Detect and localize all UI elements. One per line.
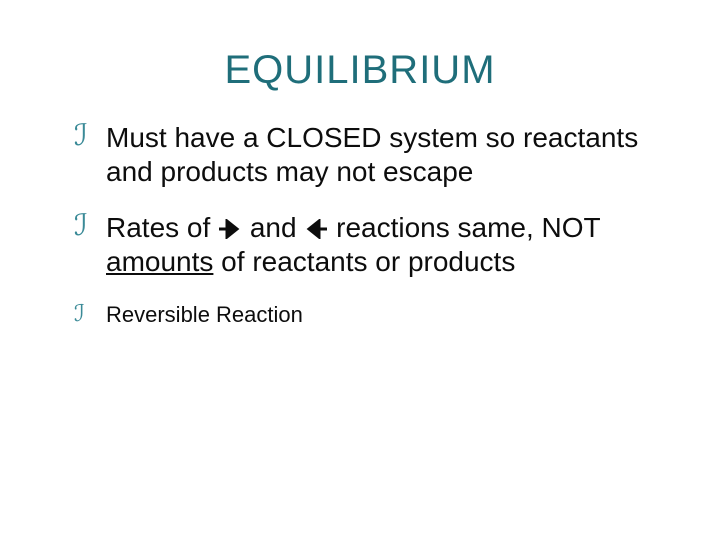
arrow-left-icon [304, 219, 328, 239]
bullet-item: ℐ Reversible Reaction [74, 302, 660, 329]
bullet-text: Reversible Reaction [106, 302, 303, 327]
bullet-text: Rates of [106, 212, 218, 243]
bullet-text: and [242, 212, 304, 243]
bullet-item: ℐ Must have a CLOSED system so reactants… [74, 121, 660, 189]
bullet-text: Must have a CLOSED system so reactants a… [106, 122, 638, 187]
slide: EQUILIBRIUM ℐ Must have a CLOSED system … [0, 0, 720, 540]
bullet-text: reactions same, NOT [328, 212, 600, 243]
bullet-text: of reactants or products [213, 246, 515, 277]
bullet-list: ℐ Must have a CLOSED system so reactants… [60, 121, 660, 328]
bullet-glyph-icon: ℐ [74, 302, 85, 325]
bullet-item: ℐ Rates of and reactions same, NOT amoun… [74, 211, 660, 279]
arrow-right-icon [218, 219, 242, 239]
bullet-glyph-icon: ℐ [74, 212, 88, 241]
slide-title: EQUILIBRIUM [60, 48, 660, 93]
bullet-glyph-icon: ℐ [74, 122, 88, 151]
bullet-text-underlined: amounts [106, 246, 213, 277]
